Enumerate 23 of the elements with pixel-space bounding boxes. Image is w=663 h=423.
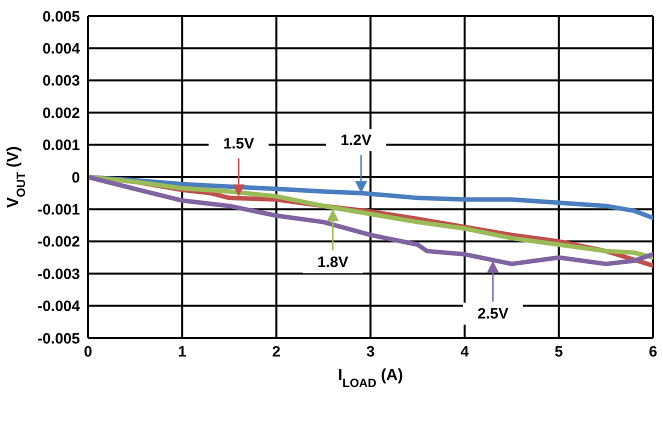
x-axis-title: I$_{LOAD}$ (A) [338,367,404,390]
x-tick-label: 6 [648,344,658,361]
x-tick-label: 4 [460,344,470,361]
x-tick-label: 2 [272,344,281,361]
y-tick-label: -0.005 [37,330,80,348]
y-tick-label: -0.001 [37,202,80,219]
x-tick-label: 3 [366,344,375,361]
y-tick-label: 0.001 [42,137,80,154]
y-tick-label: -0.003 [37,266,80,283]
y-tick-label: 0.004 [42,40,81,58]
x-tick-label: 0 [84,344,92,361]
y-tick-label: 0.005 [42,8,80,26]
y-tick-label: -0.002 [37,234,80,251]
y-tick-label: 0.003 [42,72,80,90]
annotation: 1.5V [223,135,254,152]
annotation: 2.5V [477,306,508,323]
y-tick-label: 0.002 [42,104,80,122]
y-tick-label: 0 [72,169,80,186]
annotation: 1.2V [340,132,372,150]
y-tick-label: -0.004 [37,298,81,316]
x-tick-label: 5 [554,344,564,361]
annotation: 1.8V [317,254,348,272]
x-tick-label: 1 [178,344,186,361]
